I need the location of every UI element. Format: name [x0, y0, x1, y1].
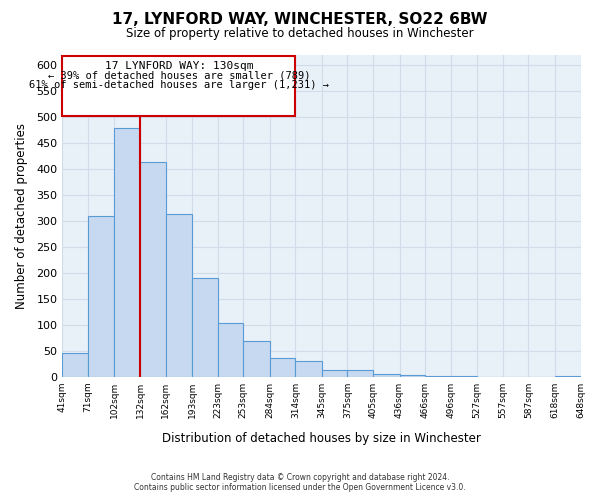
Bar: [62, 353, 88, 377]
Bar: [555, 376, 581, 377]
Text: Size of property relative to detached houses in Winchester: Size of property relative to detached ho…: [126, 28, 474, 40]
Bar: [62, 56, 295, 116]
Text: 17 LYNFORD WAY: 130sqm: 17 LYNFORD WAY: 130sqm: [104, 61, 253, 71]
Bar: [218, 323, 243, 377]
Bar: [270, 358, 295, 377]
Bar: [140, 162, 166, 377]
Text: 61% of semi-detached houses are larger (1,231) →: 61% of semi-detached houses are larger (…: [29, 80, 329, 90]
Y-axis label: Number of detached properties: Number of detached properties: [15, 123, 28, 309]
Bar: [243, 341, 270, 377]
Bar: [347, 370, 373, 377]
Bar: [373, 374, 400, 377]
Text: ← 39% of detached houses are smaller (789): ← 39% of detached houses are smaller (78…: [47, 70, 310, 81]
Bar: [400, 376, 425, 377]
Text: 17, LYNFORD WAY, WINCHESTER, SO22 6BW: 17, LYNFORD WAY, WINCHESTER, SO22 6BW: [112, 12, 488, 28]
Bar: [295, 362, 322, 377]
Bar: [115, 128, 140, 377]
Text: Contains HM Land Registry data © Crown copyright and database right 2024.
Contai: Contains HM Land Registry data © Crown c…: [134, 473, 466, 492]
Bar: [88, 216, 115, 377]
Bar: [192, 278, 218, 377]
X-axis label: Distribution of detached houses by size in Winchester: Distribution of detached houses by size …: [162, 432, 481, 445]
Bar: [451, 376, 477, 377]
Bar: [166, 214, 192, 377]
Bar: [322, 370, 347, 377]
Bar: [425, 376, 451, 377]
